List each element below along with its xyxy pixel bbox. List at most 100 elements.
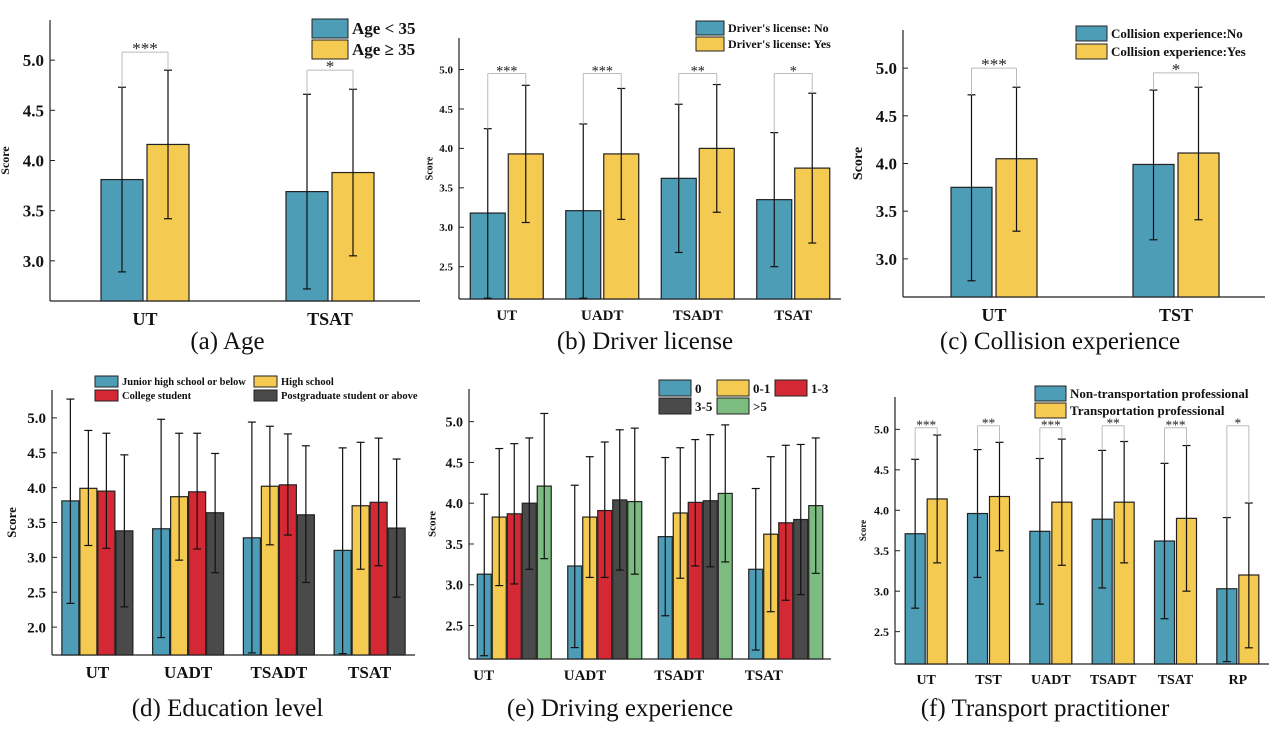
significance-label: * [790, 63, 797, 79]
y-tick-label: 3.0 [446, 579, 464, 594]
y-tick-label: 4.0 [876, 154, 897, 173]
y-tick-label: 2.0 [27, 620, 46, 636]
y-tick-label: 4.5 [446, 456, 464, 471]
legend-swatch [311, 39, 349, 60]
significance-label: *** [132, 39, 158, 58]
y-tick-label: 5.0 [439, 64, 453, 76]
legend-label: 1-3 [811, 381, 829, 396]
legend-label: Postgraduate student or above [281, 391, 418, 402]
legend-swatch [1034, 385, 1067, 402]
legend-label: 0-1 [753, 381, 770, 396]
significance-label: ** [1107, 416, 1121, 431]
x-tick-label: UADT [1031, 673, 1071, 688]
legend-label: >5 [753, 399, 767, 414]
significance-label: ** [982, 416, 996, 431]
y-tick-label: 4.5 [874, 463, 889, 477]
y-tick-label: 3.5 [27, 516, 46, 532]
significance-label: *** [916, 418, 936, 433]
x-tick-label: UT [496, 308, 517, 324]
y-tick-label: 2.5 [446, 619, 464, 634]
y-tick-label: 3.5 [439, 183, 453, 195]
caption-b: (b) Driver license [556, 328, 734, 355]
x-tick-label: UT [86, 663, 110, 682]
legend-label: Driver's license: Yes [728, 37, 831, 51]
panel-c: 3.0 3.5 4.0 4.5 5.0 Score UT *** TST * Collision e… [840, 0, 1269, 365]
y-tick-label: 4.0 [27, 481, 46, 497]
caption-c: (c) Collision experience [939, 328, 1181, 355]
legend-label: Collision experience:Yes [1111, 44, 1246, 59]
x-tick-label: TSAT [307, 309, 353, 329]
legend-swatch [94, 375, 119, 388]
y-tick-label: 4.5 [439, 104, 453, 116]
y-tick-label: 3.0 [27, 551, 46, 567]
legend-label: Age < 35 [352, 19, 416, 38]
chart-b: 2.53.03.54.04.55.0ScoreUT***UADT***TSADT… [425, 20, 841, 324]
legend-label: Age ≥ 35 [352, 40, 415, 59]
legend-label: Junior high school or below [122, 377, 246, 388]
y-tick-label: 4.0 [23, 151, 44, 170]
caption-f: (f) Transport practitioner [920, 695, 1170, 722]
x-tick-label: RP [1228, 673, 1247, 688]
significance-label: ** [691, 63, 705, 79]
x-tick-label: UT [916, 673, 936, 688]
x-tick-label: UADT [581, 308, 624, 324]
y-tick-label: 2.5 [874, 625, 889, 639]
caption-d: (d) Education level [131, 695, 324, 722]
y-tick-label: 4.0 [439, 143, 453, 155]
chart-a: 3.0 3.5 4.0 4.5 5.0 Score UT *** TSAT * Age < 35 Ag… [0, 18, 420, 329]
legend-swatch [658, 397, 692, 415]
chart-d: 2.0 2.5 3.0 3.5 4.0 4.5 5.0 Score UT UADT TSADT TSA… [4, 375, 418, 682]
y-tick-label: 3.5 [876, 202, 897, 221]
legend-swatch [1034, 402, 1067, 419]
y-tick-label: 5.0 [446, 416, 464, 431]
x-tick-label: TSADT [673, 308, 723, 324]
x-tick-label: TSAT [1158, 673, 1194, 688]
significance-label: * [1235, 416, 1242, 431]
panel-a: 3.0 3.5 4.0 4.5 5.0 Score UT *** TSAT * Age < 35 Ag… [0, 0, 425, 365]
legend-label: College student [122, 391, 192, 402]
chart-f: 2.53.03.54.04.55.0ScoreUT***TST**UADT***… [858, 385, 1269, 688]
significance-label: * [326, 57, 335, 76]
y-axis-label: Score [851, 147, 866, 180]
y-tick-label: 4.5 [23, 101, 44, 120]
legend-swatch [1075, 25, 1108, 42]
significance-label: *** [1166, 418, 1186, 433]
legend-label: Transportation professional [1070, 403, 1225, 418]
legend-label: 3-5 [695, 399, 713, 414]
legend-label: Collision experience:No [1111, 26, 1243, 41]
y-axis-label: Score [0, 146, 12, 175]
legend-swatch [1075, 43, 1108, 60]
y-tick-label: 3.0 [876, 250, 897, 269]
y-axis-label: Score [426, 511, 438, 537]
y-tick-label: 3.5 [23, 202, 44, 221]
legend-label: High school [281, 377, 334, 388]
x-tick-label: UT [132, 309, 157, 329]
x-tick-label: TST [1159, 305, 1193, 325]
chart-e: 2.5 3.0 3.5 4.0 4.5 5.0 Score UT UADT TSADT TSAT 0 0… [426, 379, 831, 684]
y-tick-label: 5.0 [874, 423, 889, 437]
legend-swatch [695, 36, 725, 52]
x-tick-label: TSADT [654, 668, 704, 684]
caption-a: (a) Age [190, 328, 265, 355]
legend-swatch [311, 18, 349, 39]
y-tick-label: 3.0 [874, 584, 889, 598]
y-tick-label: 3.0 [439, 222, 453, 234]
x-tick-label: TSADT [251, 663, 308, 682]
legend-swatch [716, 397, 750, 415]
y-axis-label: Score [425, 156, 436, 180]
y-tick-label: 4.0 [874, 503, 889, 517]
legend-swatch [716, 379, 750, 397]
legend-swatch [253, 389, 278, 402]
y-tick-label: 3.5 [874, 544, 889, 558]
y-tick-label: 4.5 [876, 107, 897, 126]
x-tick-label: TSAT [348, 663, 392, 682]
y-tick-label: 3.5 [446, 538, 464, 553]
x-tick-label: TSADT [1090, 673, 1137, 688]
x-tick-label: TSAT [774, 308, 812, 324]
x-tick-label: UT [473, 668, 494, 684]
y-tick-label: 5.0 [876, 59, 897, 78]
panel-b: 2.5 3.0 3.5 4.0 4.5 5.0 Score UT *** UADT *** TSADT… [425, 0, 845, 365]
y-tick-label: 4.0 [446, 497, 464, 512]
panel-f: 2.5 3.0 3.5 4.0 4.5 5.0 Score UT *** TST ** UADT ***… [840, 365, 1269, 729]
significance-label: *** [981, 55, 1007, 74]
